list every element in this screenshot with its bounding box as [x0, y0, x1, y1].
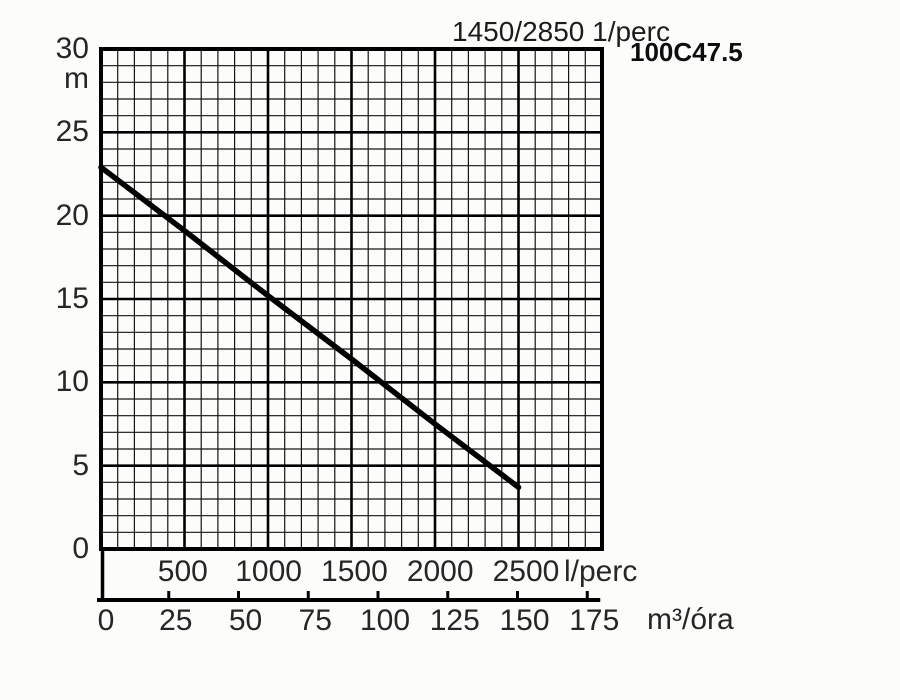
y-tick-label: 5 [72, 448, 89, 482]
y-axis-unit: m [64, 62, 89, 95]
m3h-tick-label: 100 [359, 604, 411, 637]
lperc-tick-label: 2500 [492, 555, 560, 588]
m3h-tick-label: 50 [228, 604, 263, 637]
lperc-tick-label: 500 [157, 555, 208, 588]
plot-border [99, 47, 604, 551]
y-tick-label: 30 [55, 32, 89, 65]
m3h-axis-unit: m³/óra [647, 603, 734, 636]
y-tick-label: 0 [72, 532, 89, 565]
head-curve [98, 164, 522, 491]
y-tick-label: 15 [55, 282, 89, 315]
y-tick-label: 20 [55, 198, 89, 232]
lperc-tick-label: 1500 [321, 555, 388, 588]
m3h-tick-label: 150 [499, 604, 550, 637]
m3h-tick-label: 75 [298, 604, 332, 637]
lperc-tick-label: 2000 [406, 555, 474, 588]
lperc-axis-unit: l/perc [564, 555, 638, 588]
y-tick-label: 25 [55, 115, 89, 149]
m3h-tick-label: 0 [97, 604, 115, 637]
m3h-tick-label: 175 [569, 604, 620, 637]
chart-title: 1450/2850 1/perc [452, 16, 670, 47]
y-tick-label: 10 [55, 365, 89, 399]
m3h-tick-label: 25 [159, 604, 193, 637]
m3h-tick-label: 125 [429, 604, 480, 637]
lperc-tick-label: 1000 [235, 555, 302, 588]
pump-model-label: 100C47.5 [630, 37, 743, 67]
